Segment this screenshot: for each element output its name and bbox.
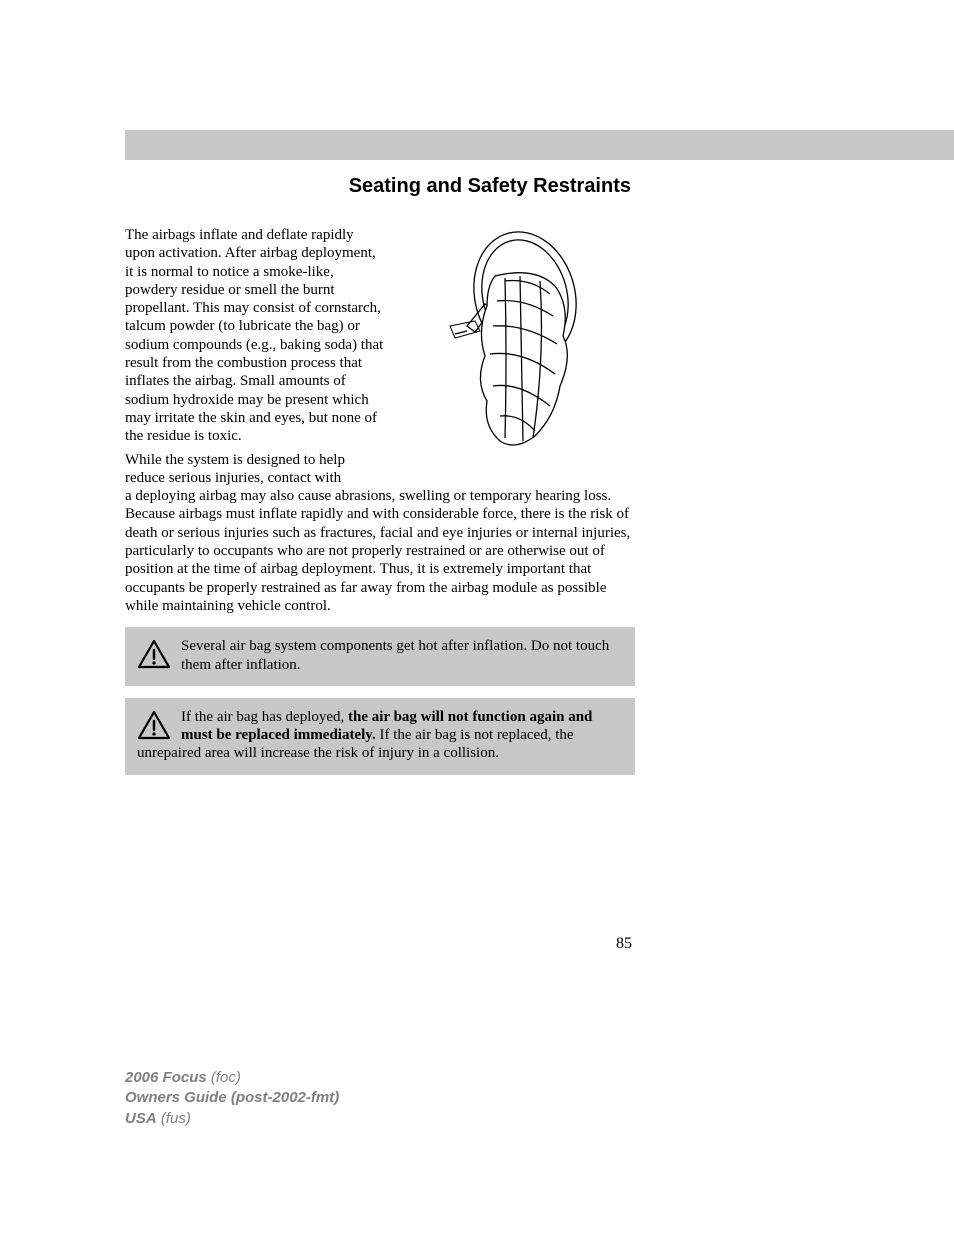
footer-line-1: 2006 Focus (foc) <box>125 1068 339 1088</box>
footer-line-2: Owners Guide (post-2002-fmt) <box>125 1088 339 1108</box>
paragraph-airbag-residue: The airbags inflate and deflate rapidly … <box>125 226 385 446</box>
warning-triangle-icon <box>137 710 171 740</box>
warning-pre: If the air bag has deployed, <box>181 709 348 725</box>
paragraph-contact-intro: While the system is designed to help red… <box>125 451 385 488</box>
page-content: Seating and Safety Restraints <box>125 175 635 775</box>
warning-text-replace: If the air bag has deployed, the air bag… <box>137 708 623 763</box>
warning-triangle-icon <box>137 639 171 669</box>
warning-box-hot-components: Several air bag system components get ho… <box>125 627 635 686</box>
warning-box-replace-airbag: If the air bag has deployed, the air bag… <box>125 698 635 775</box>
footer-line-3: USA (fus) <box>125 1109 339 1129</box>
body-text-wrapper: The airbags inflate and deflate rapidly … <box>125 226 635 615</box>
warning-text-hot: Several air bag system components get ho… <box>137 637 623 674</box>
header-gray-band <box>125 130 954 160</box>
footer-block: 2006 Focus (foc) Owners Guide (post-2002… <box>125 1068 339 1129</box>
paragraph-contact-body: a deploying airbag may also cause abrasi… <box>125 487 635 615</box>
airbag-illustration <box>405 226 635 456</box>
page-number: 85 <box>616 935 632 953</box>
section-title: Seating and Safety Restraints <box>125 175 635 198</box>
